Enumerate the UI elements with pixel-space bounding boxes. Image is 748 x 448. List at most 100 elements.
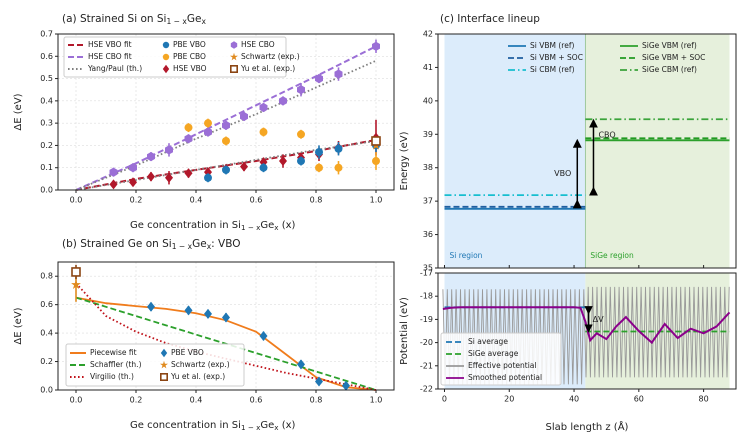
legend-label: Virgilio (th.) [90,372,134,381]
hse-vbo-point [165,172,173,183]
hse-vbo-point [240,161,248,172]
hse-cbo-point [334,69,343,79]
x-tick-label: 0.4 [190,396,203,405]
series-line-1 [75,45,377,191]
legend-label: SiGe average [468,349,519,358]
panel-b-xlabel-part: (x) [279,420,296,431]
effective-potential-line [442,286,730,385]
legend-box [65,343,245,387]
pbe-vbo-point [259,163,268,172]
x-tick-label: 60 [634,395,644,404]
hse-cbo-point [165,145,173,155]
y-tick-label: -19 [420,315,433,324]
region-0 [444,34,586,268]
legend-label: PBE VBO [173,40,206,49]
pbe-vbo-point [342,380,350,391]
pbe-cbo-point [222,136,230,145]
y-tick-label: 0.5 [40,74,53,83]
hse-cbo-point [222,120,230,130]
panel-a-xlabel-part: Ge concentration in Si [130,220,241,231]
x-tick-label: 0.8 [310,396,323,405]
yu-point [71,267,81,277]
y-tick-label: 38 [423,163,433,172]
pbe-cbo-point [259,128,268,137]
legend-swatch [230,65,239,74]
pbe-vbo-point [222,312,230,323]
panel-d-xlabel: Slab length z (Å) [546,420,629,433]
panel-b-xlabel-part: 1 − x [241,423,261,432]
hse-vbo-point [279,156,287,167]
panel-a-title: (a) Strained Si on Si1 − xGex [62,13,206,26]
panel-a: (a) Strained Si on Si1 − xGex 0.0 0.2 0.4 0.… [13,13,395,232]
legend-label: Si CBM (ref) [530,65,575,74]
hse-vbo-point [129,177,137,188]
legend-swatch [160,348,168,358]
panel-a-xlabel: Ge concentration in Si1 − xGex (x) [130,220,296,232]
hse-cbo-point [372,41,380,51]
legend-label: Schaffler (th.) [90,360,142,369]
legend-label: Si VBM (ref) [530,41,574,50]
x-tick-label: 80 [699,395,709,404]
panel-b-title-part: : VBO [211,238,240,250]
panel-a-legend: HSE VBO fit HSE CBO fit Yang/Paul (th.) PBE… [63,36,300,78]
panel-b-xlabel-part: Ge [260,420,274,431]
y-tick-label: 35 [423,264,433,273]
annotation-label: VBO [554,169,571,178]
legend-label: SiGe CBM (ref) [642,65,697,74]
panel-b-xlabel: Ge concentration in Si1 − xGex (x) [130,420,296,432]
panel-a-xlabel-part: (x) [279,220,296,231]
x-tick-label: 0.2 [130,396,143,405]
legend-label: Yu et al. (exp.) [240,64,295,73]
panel-a-title-part: 1 − x [166,17,187,26]
panel-b-xlabel-part: x [274,423,279,432]
panel-a-title-part: (a) Strained Si on Si [62,13,166,25]
region-1 [585,34,730,268]
pbe-cbo-point [184,123,193,132]
pbe-vbo-point [184,305,193,316]
panel-d-axes [437,272,737,390]
legend-label: Piecewise fit [90,348,137,357]
pbe-cbo-point [334,163,343,172]
legend-swatch [230,52,238,61]
legend-box [440,332,562,386]
y-tick-label: -21 [420,361,433,370]
x-tick-label: 0.8 [310,196,323,205]
panel-c: (c) Interface lineup Si region SiGe region… [399,13,737,273]
hse-cbo-point [129,163,137,173]
x-tick-label: 0.6 [250,196,263,205]
panel-b-title-part: Ge [192,238,207,250]
hse-vbo-point [109,179,118,190]
y-tick-label: 0.1 [40,163,53,172]
legend-label: SiGe VBM (ref) [642,41,697,50]
legend-label: SiGe VBM + SOC [642,53,705,62]
x-tick-label: 20 [504,395,514,404]
legend-swatch [160,360,168,369]
panel-a-axes [57,33,395,191]
panel-b-ylabel: ΔE (eV) [13,307,24,344]
y-tick-label: 0.2 [40,357,53,366]
panel-b-title: (b) Strained Ge on Si1 − xGex: VBO [62,238,241,251]
y-tick-label: 0.4 [40,96,53,105]
hse-cbo-point [297,85,305,95]
panel-a-xlabel-part: x [274,223,279,232]
annotation-label: ΔV [593,315,604,324]
y-tick-label: 40 [423,96,433,105]
hse-cbo-point [315,74,323,84]
pbe-vbo-point [297,157,305,166]
y-tick-label: 37 [423,197,433,206]
legend-label: Yang/Paul (th.) [87,64,142,73]
y-tick-label: -17 [420,269,433,278]
pbe-vbo-point [204,308,212,319]
panel-a-title-part: x [201,17,206,26]
pbe-vbo-point [315,148,323,157]
x-tick-label: 0.4 [190,196,203,205]
legend-label: HSE CBO [241,40,275,49]
legend-swatch [162,53,170,61]
smoothed-potential-line [442,306,731,345]
panel-a-xlabel-part: 1 − x [241,223,261,232]
y-tick-label: -22 [420,385,433,394]
x-tick-label: 0.0 [70,196,83,205]
y-tick-label: 0.2 [40,141,53,150]
legend-label: Smoothed potential [468,373,542,382]
x-tick-label: 1.0 [370,196,383,205]
